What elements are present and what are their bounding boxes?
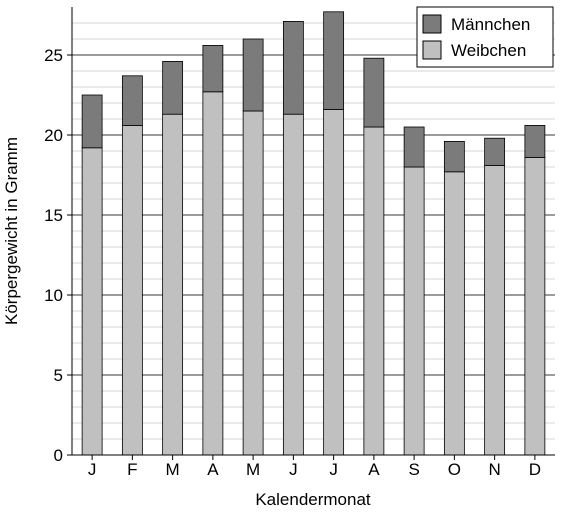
y-tick-labels: 0 5 10 15 20 25	[44, 46, 72, 465]
legend-label-weibchen: Weibchen	[451, 41, 526, 60]
bars	[81, 11, 546, 456]
bar-weibchen-11	[484, 164, 506, 456]
x-tick-label: J	[289, 460, 298, 479]
y-tick-label: 5	[54, 366, 63, 385]
bar-maennchen-6	[282, 20, 304, 115]
y-tick-label: 0	[54, 446, 63, 465]
bar-maennchen-4	[202, 45, 224, 93]
y-axis-label: Körpergewicht in Gramm	[2, 137, 21, 325]
x-axis-label: Kalendermonat	[255, 490, 371, 509]
bar-weibchen-2	[121, 125, 143, 456]
bar-maennchen-11	[484, 137, 506, 166]
x-tick-label: M	[246, 460, 260, 479]
y-tick-label: 15	[44, 206, 63, 225]
bar-weibchen-8	[363, 126, 385, 456]
x-tick-label: J	[88, 460, 97, 479]
bar-weibchen-7	[323, 109, 345, 456]
bar-weibchen-6	[282, 113, 304, 456]
x-tick-label: F	[127, 460, 137, 479]
bar-weibchen-1	[81, 147, 103, 456]
bar-maennchen-10	[443, 140, 465, 173]
bar-maennchen-7	[323, 11, 345, 110]
x-tick-label: S	[408, 460, 419, 479]
bar-maennchen-9	[403, 126, 425, 168]
bar-maennchen-2	[121, 75, 143, 126]
bar-weibchen-9	[403, 166, 425, 456]
x-tick-label: O	[448, 460, 461, 479]
bar-weibchen-4	[202, 91, 224, 456]
bar-weibchen-5	[242, 110, 264, 456]
x-tick-label: D	[529, 460, 541, 479]
bar-maennchen-3	[162, 61, 184, 115]
legend-swatch-weibchen	[422, 40, 442, 60]
y-tick-label: 10	[44, 286, 63, 305]
y-tick-label: 20	[44, 126, 63, 145]
x-tick-label: M	[166, 460, 180, 479]
legend-swatch-maennchen	[422, 14, 442, 34]
legend-label-maennchen: Männchen	[451, 15, 530, 34]
grid-lines	[72, 22, 555, 440]
bar-maennchen-1	[81, 94, 103, 149]
bar-maennchen-8	[363, 57, 385, 128]
bar-weibchen-10	[443, 171, 465, 456]
axes	[71, 7, 555, 456]
x-tick-label: N	[488, 460, 500, 479]
x-tick-label: A	[368, 460, 380, 479]
x-tick-label: A	[207, 460, 219, 479]
y-tick-label: 25	[44, 46, 63, 65]
x-tick-label: J	[329, 460, 338, 479]
legend: Männchen Weibchen	[416, 6, 554, 68]
bar-maennchen-5	[242, 38, 264, 112]
bar-weibchen-3	[162, 113, 184, 456]
bar-maennchen-12	[524, 125, 546, 158]
bar-weibchen-12	[524, 156, 546, 456]
